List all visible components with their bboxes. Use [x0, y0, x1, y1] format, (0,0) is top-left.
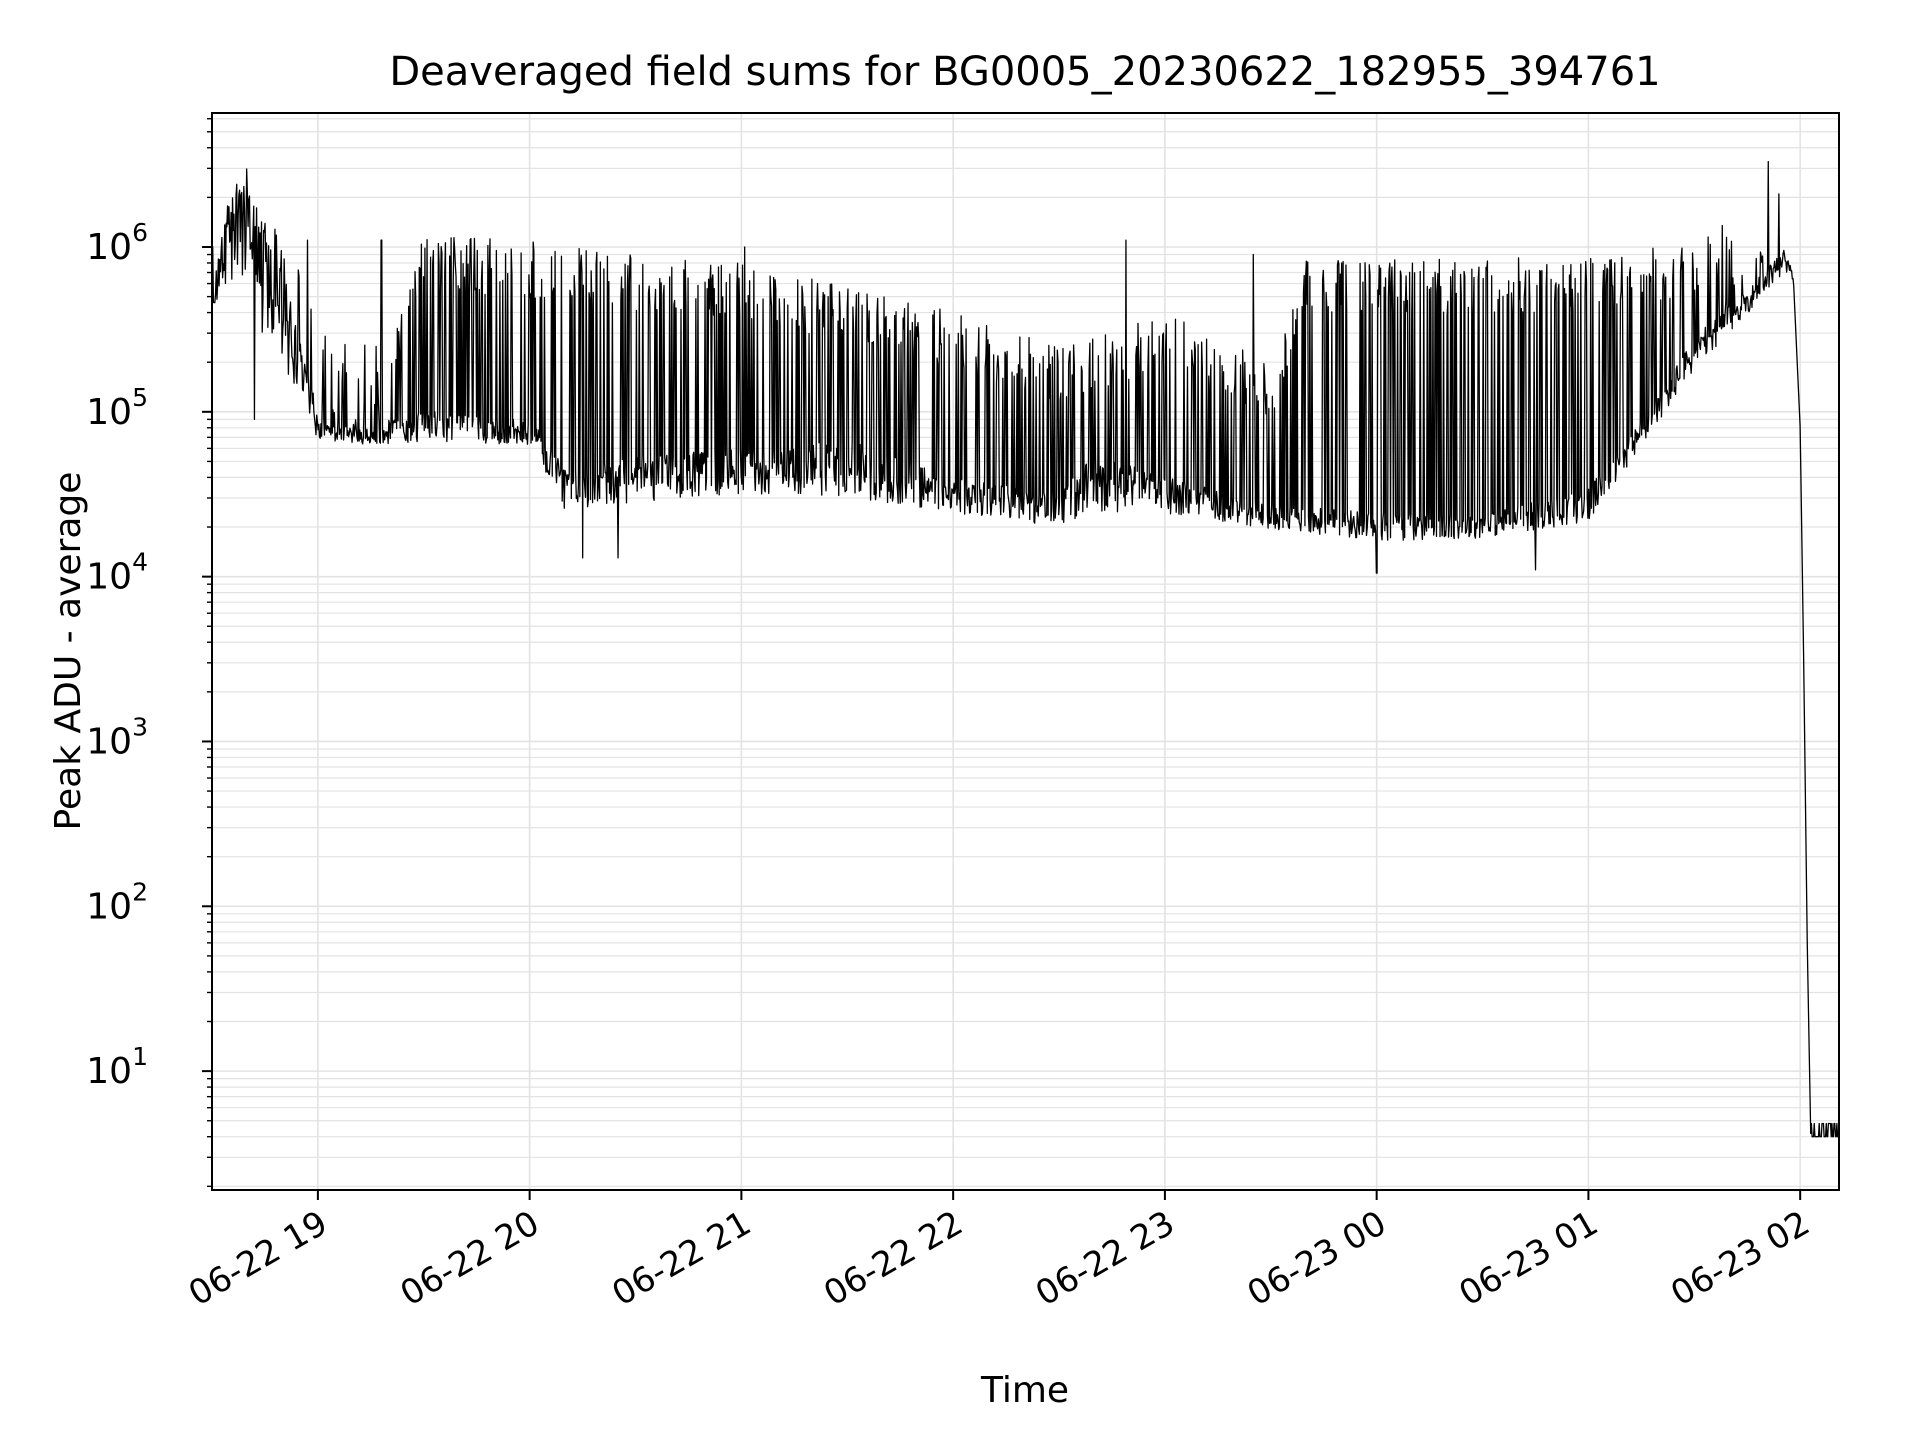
y-tick-exponent: 1	[132, 1042, 148, 1071]
x-axis-label: Time	[980, 1370, 1069, 1411]
y-tick-exponent: 3	[132, 712, 148, 741]
y-tick-exponent: 2	[132, 877, 148, 906]
series-line	[211, 160, 1839, 1138]
chart-title: Deaveraged field sums for BG0005_2023062…	[389, 49, 1660, 95]
y-tick-exponent: 6	[132, 218, 148, 247]
y-tick-exponent: 5	[132, 383, 148, 412]
y-axis-label: Peak ADU - average	[48, 472, 89, 831]
y-tick-exponent: 4	[132, 548, 148, 577]
grid-lines	[212, 113, 1839, 1190]
y-tick-label: 101	[86, 1042, 148, 1092]
y-tick-label: 103	[86, 712, 148, 762]
plot-area-frame	[211, 112, 1840, 1191]
